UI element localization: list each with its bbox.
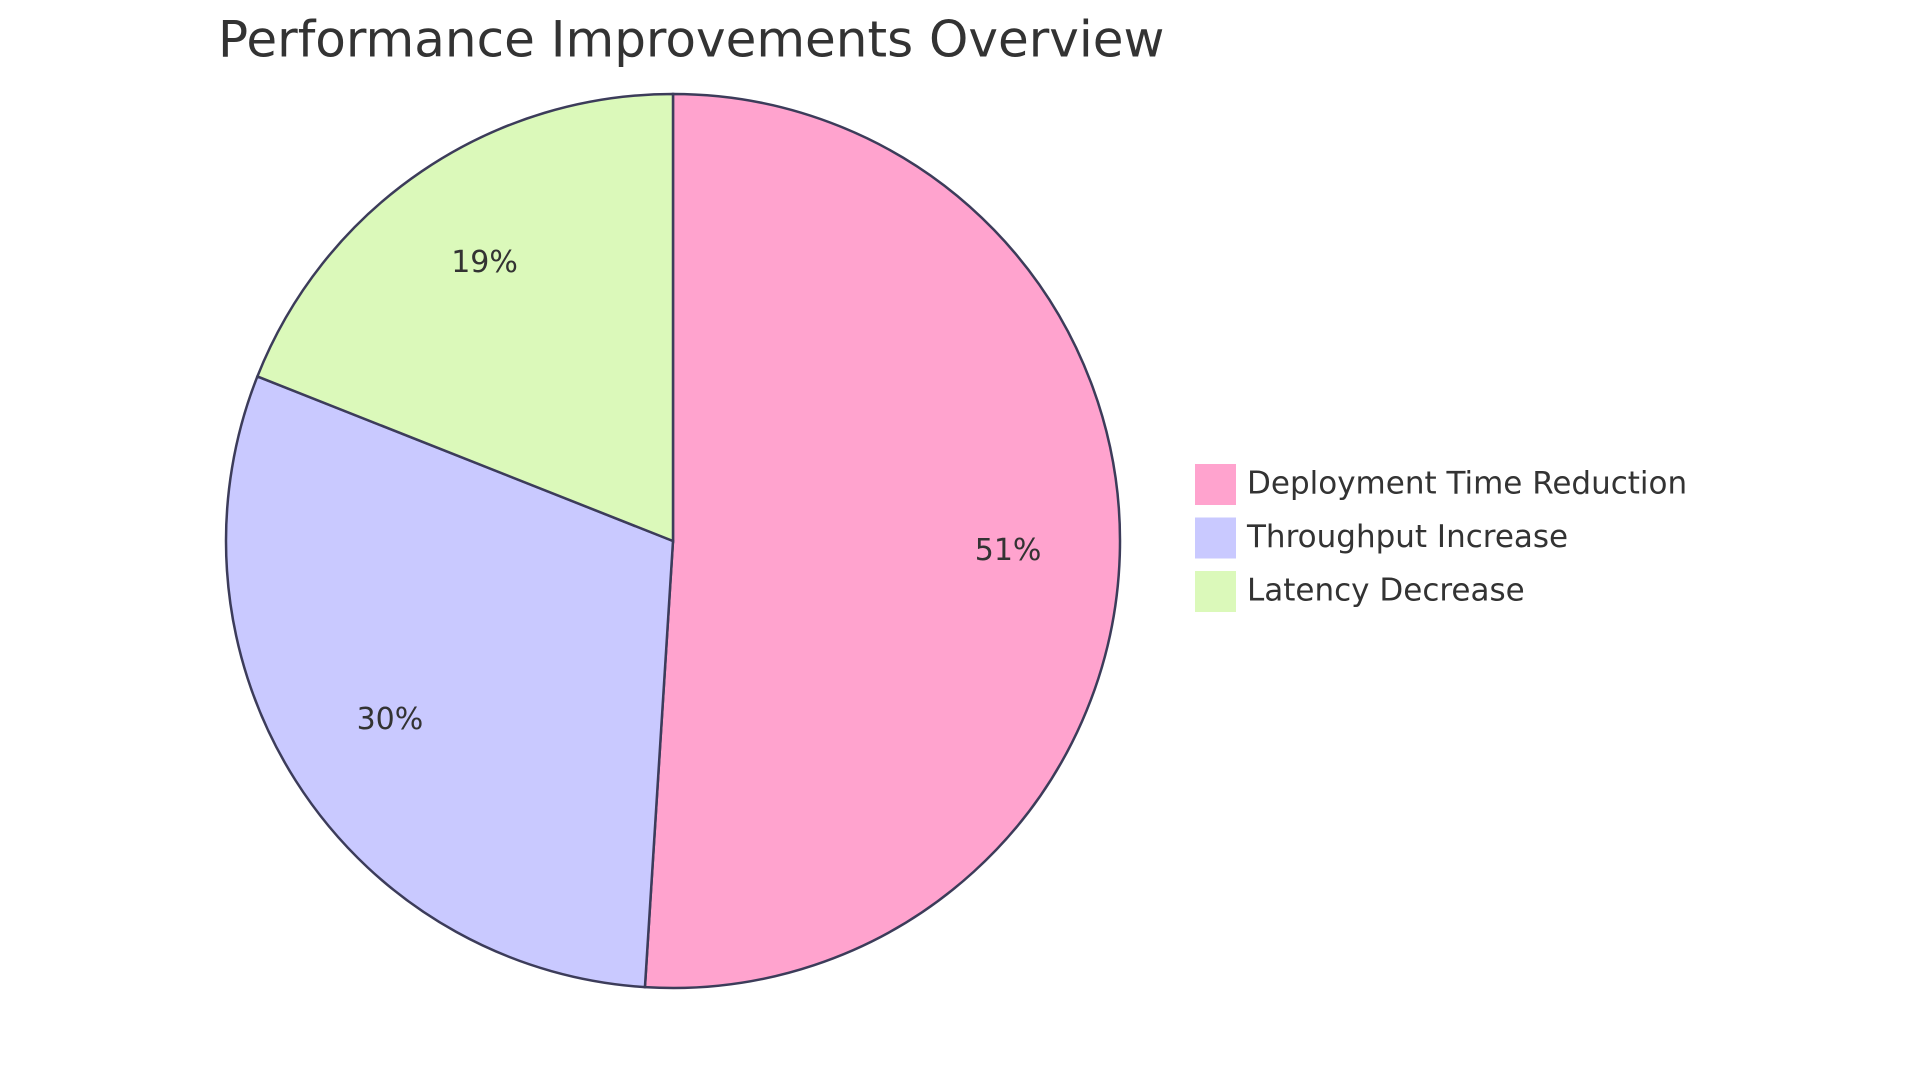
slice-label: 51% [975, 533, 1042, 568]
pie-slice [224, 374, 675, 989]
legend-label: Latency Decrease [1247, 573, 1525, 609]
pie-slice [255, 92, 675, 543]
legend-swatch [1193, 569, 1238, 614]
chart-title: Performance Improvements Overview [218, 11, 1164, 69]
legend-label: Deployment Time Reduction [1247, 466, 1687, 502]
pie-slice [643, 92, 1122, 990]
legend-swatch [1193, 462, 1238, 507]
slice-label: 30% [357, 702, 424, 737]
legend-swatch [1193, 515, 1238, 561]
pie: 51% 30% 19% [224, 92, 1122, 990]
legend: Deployment Time Reduction Throughput Incr… [1193, 462, 1687, 614]
slice-label: 19% [451, 245, 518, 280]
legend-label: Throughput Increase [1246, 519, 1568, 555]
